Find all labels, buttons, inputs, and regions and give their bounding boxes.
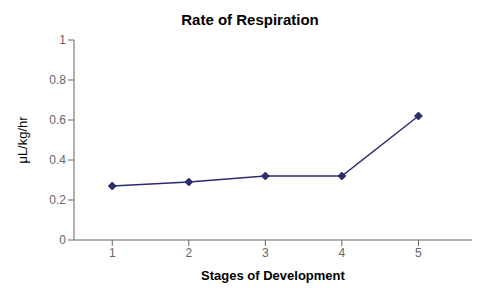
svg-text:0.4: 0.4 [49,153,66,167]
svg-text:0.6: 0.6 [49,113,66,127]
svg-text:4: 4 [339,246,346,260]
svg-text:μL/kg/hr: μL/kg/hr [15,116,30,164]
svg-text:0: 0 [59,233,66,247]
svg-text:0.8: 0.8 [49,73,66,87]
svg-text:1: 1 [109,246,116,260]
svg-text:3: 3 [262,246,269,260]
svg-text:1: 1 [59,33,66,47]
svg-text:2: 2 [185,246,192,260]
svg-text:5: 5 [415,246,422,260]
svg-text:0.2: 0.2 [49,193,66,207]
svg-text:Stages of Development: Stages of Development [201,268,345,283]
html-text:Rate of Respiration: Rate of Respiration [181,11,319,28]
